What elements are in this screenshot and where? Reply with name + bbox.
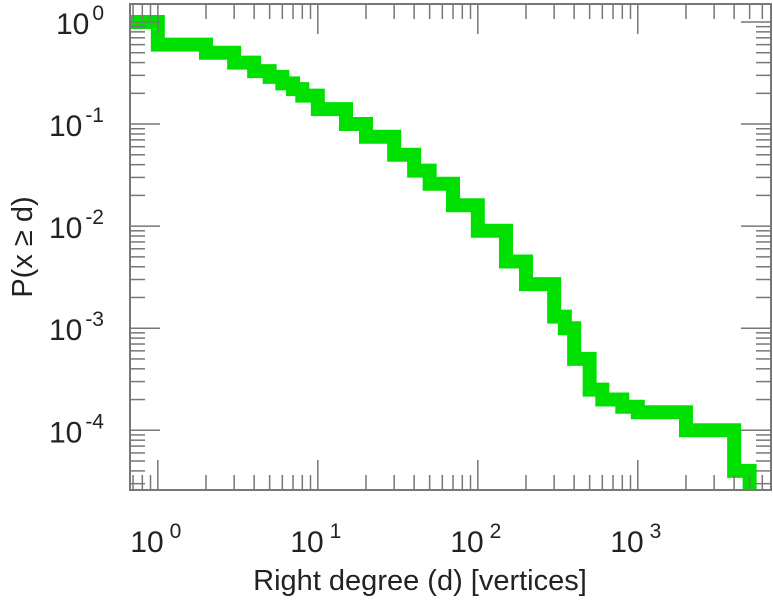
plot-area (130, 14, 757, 490)
x-tick-exponent: 1 (330, 520, 342, 543)
axes-frame (129, 3, 772, 491)
y-tick-exponent: -1 (85, 104, 104, 127)
x-tick-exponent: 2 (490, 520, 502, 543)
x-axis-label: Right degree (d) [vertices] (253, 565, 587, 597)
y-axis-label: P(x ≥ d) (7, 196, 39, 297)
y-tick-label: 10 -3 (49, 308, 104, 347)
x-tick-label: 10 1 (290, 520, 341, 559)
y-tick-exponent: -2 (85, 206, 104, 229)
y-tick-exponent: -3 (85, 308, 104, 331)
y-tick-label: 10 -4 (49, 410, 104, 449)
x-tick-label: 10 3 (610, 520, 661, 559)
y-tick-label: 10 -2 (49, 206, 104, 245)
series-line (130, 14, 757, 490)
y-tick-exponent: 0 (92, 2, 104, 25)
x-tick-label: 10 2 (450, 520, 501, 559)
ticks: 10 0 10 1 10 2 10 310 010 -110 -210 -310 -4 (49, 2, 771, 559)
y-tick-label: 10 0 (56, 2, 104, 41)
y-tick-label: 10 -1 (49, 104, 104, 143)
x-tick-exponent: 0 (170, 520, 182, 543)
y-tick-exponent: -4 (85, 410, 104, 433)
x-tick-label: 10 0 (130, 520, 181, 559)
x-tick-exponent: 3 (650, 520, 662, 543)
